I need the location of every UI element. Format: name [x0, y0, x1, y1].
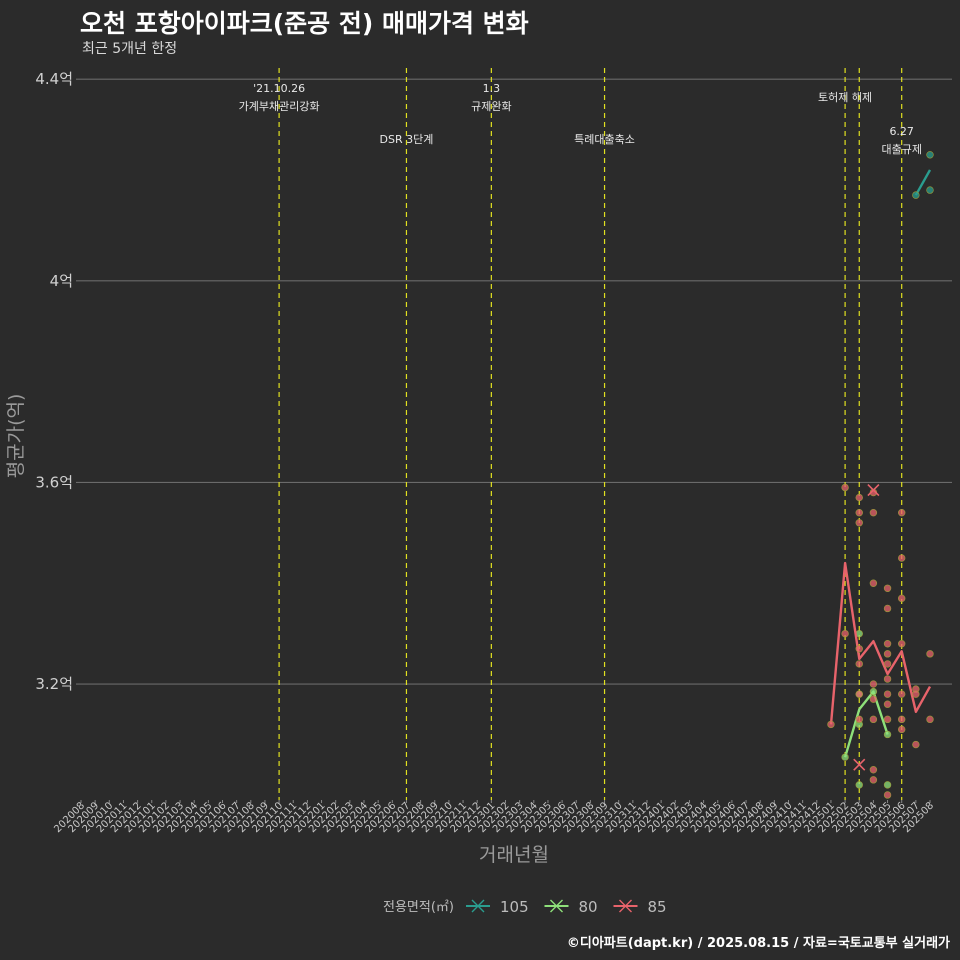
data-point-85 [912, 690, 920, 698]
chart-subtitle: 최근 5개년 한정 [82, 41, 178, 57]
data-point-85 [883, 715, 892, 724]
source-caption: ©디아파트(dapt.kr) / 2025.08.15 / 자료=국토교통부 실… [566, 936, 950, 951]
data-point-85 [897, 640, 906, 648]
cross-marker-85 [867, 483, 880, 497]
data-point-85 [855, 508, 863, 517]
data-point-85 [855, 690, 863, 698]
data-point-85 [883, 791, 892, 799]
data-point-80 [883, 781, 892, 789]
data-point-85 [869, 695, 878, 703]
cross-marker-85 [853, 758, 866, 771]
data-point-85 [883, 690, 892, 698]
chart-title: 오천 포항아이파크(준공 전) 매매가격 변화 [80, 9, 529, 38]
data-point-85 [855, 493, 863, 502]
event-label: 특례대출축소 [574, 133, 635, 146]
event-label: 1.3 [483, 82, 501, 95]
data-point-80 [855, 781, 863, 789]
data-point-105 [912, 191, 920, 199]
data-point-85 [883, 675, 892, 683]
legend-label-80: 80 [579, 898, 598, 916]
event-label: 토허제 해제 [818, 90, 872, 104]
y-tick-label: 4.4억 [35, 70, 73, 88]
data-point-85 [841, 483, 849, 492]
data-point-85 [926, 650, 934, 658]
data-point-85 [897, 725, 906, 734]
legend-title: 전용면적(㎡) [383, 900, 454, 915]
data-point-85 [883, 584, 892, 592]
data-point-85 [869, 680, 878, 688]
data-point-85 [897, 715, 906, 724]
data-point-85 [883, 660, 892, 668]
data-point-85 [883, 650, 892, 658]
data-point-85 [897, 554, 906, 562]
event-label: '21.10.26 [253, 82, 305, 95]
y-axis-title: 평균가(억) [5, 394, 27, 479]
data-point-80 [869, 687, 878, 696]
data-point-85 [897, 690, 906, 698]
data-point-85 [855, 519, 863, 527]
data-point-85 [869, 508, 878, 517]
data-point-85 [869, 776, 878, 784]
event-label: 규제완화 [471, 100, 511, 113]
y-tick-label: 3.2억 [35, 675, 73, 693]
event-label: 대출규제 [881, 143, 921, 156]
data-point-85 [912, 740, 920, 749]
event-label: DSR 3단계 [380, 133, 434, 146]
data-point-85 [883, 604, 892, 613]
data-point-85 [869, 715, 878, 724]
data-point-85 [883, 640, 892, 648]
series-line-105 [914, 169, 932, 196]
data-point-85 [855, 645, 863, 653]
legend-label-85: 85 [648, 898, 667, 916]
series-line-80 [843, 690, 889, 758]
data-point-85 [841, 629, 849, 638]
legend-label-105: 105 [500, 898, 529, 916]
series-line-85 [829, 561, 932, 725]
legend-key-cross-85 [619, 899, 632, 913]
x-axis-title: 거래년월 [479, 844, 549, 866]
data-point-85 [897, 508, 906, 517]
data-point-105 [926, 151, 934, 159]
data-point-80 [841, 753, 849, 761]
data-point-85 [897, 594, 906, 603]
data-point-85 [869, 766, 878, 774]
legend-key-cross-80 [550, 899, 563, 913]
data-point-85 [855, 715, 863, 724]
y-tick-label: 3.6억 [35, 473, 73, 491]
data-point-85 [855, 660, 863, 668]
y-tick-label: 4억 [50, 272, 73, 290]
data-point-85 [827, 720, 835, 729]
data-point-85 [926, 715, 934, 724]
legend-key-cross-105 [471, 899, 485, 913]
data-point-105 [926, 186, 934, 194]
data-point-80 [883, 730, 892, 739]
event-label: 6.27 [889, 125, 914, 138]
data-point-85 [883, 700, 892, 708]
data-point-85 [869, 579, 878, 587]
event-label: 가계부채관리강화 [239, 100, 320, 113]
